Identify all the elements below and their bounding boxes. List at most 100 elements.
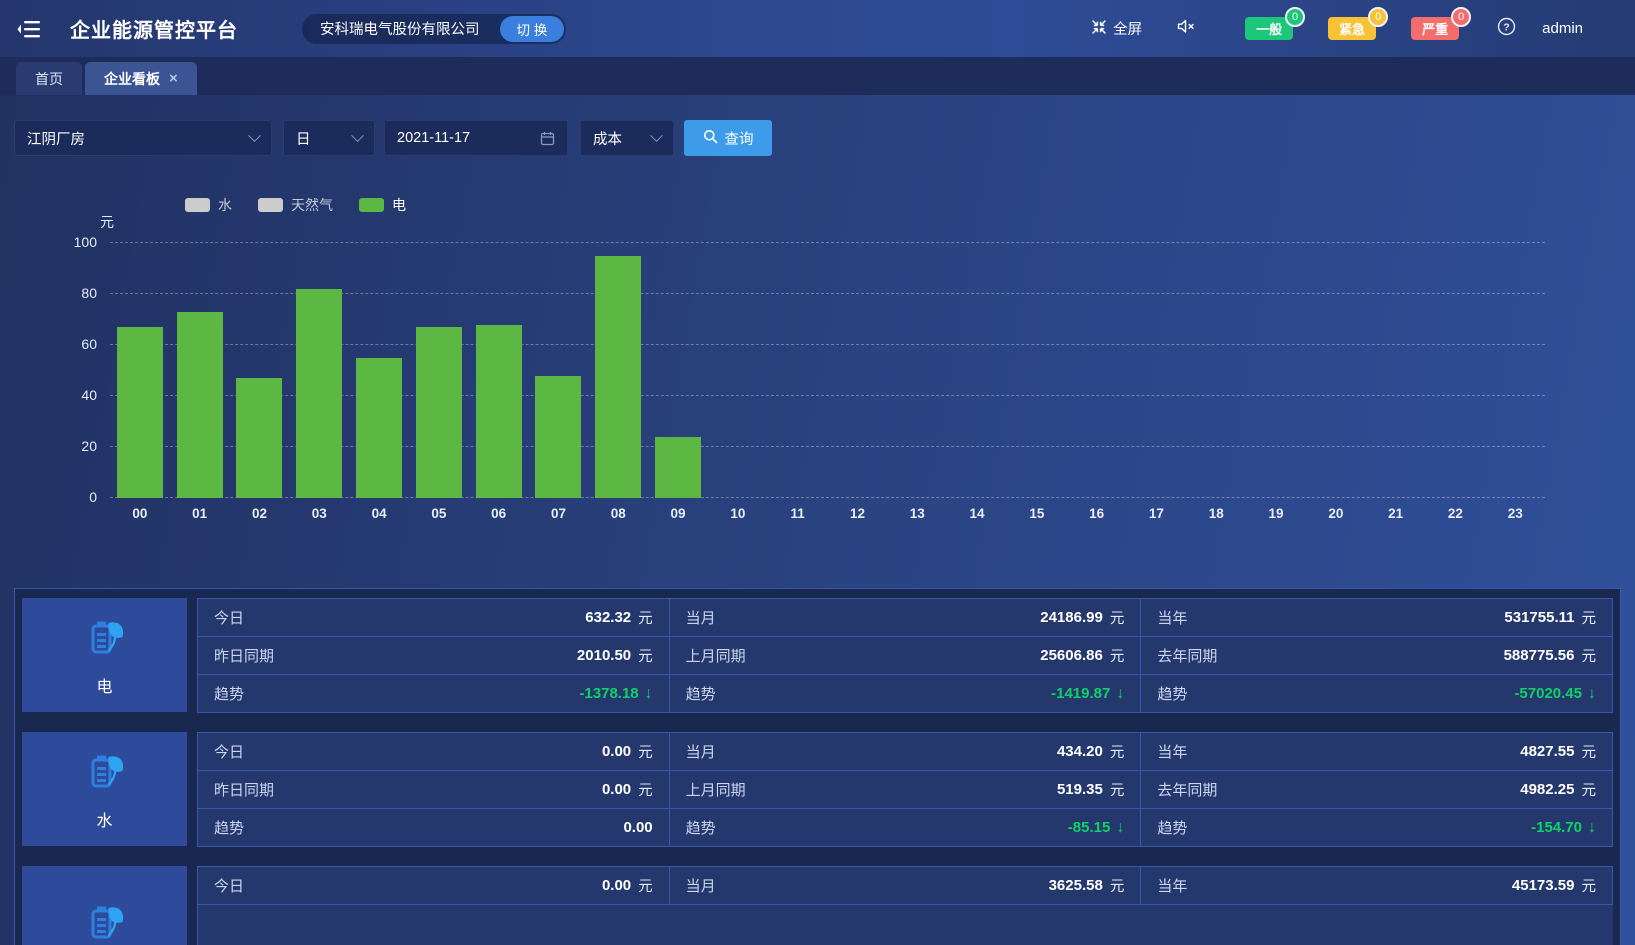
stat-label: 当年 (1157, 607, 1187, 628)
x-tick-03: 03 (289, 506, 349, 521)
alarm-badge-紧急[interactable]: 紧急0 (1328, 17, 1376, 40)
bar-hour-08[interactable] (595, 256, 641, 498)
date-picker[interactable]: 2021-11-17 (384, 120, 568, 156)
legend-item-电[interactable]: 电 (359, 195, 406, 215)
close-icon[interactable]: × (169, 71, 178, 86)
legend-label: 电 (392, 195, 406, 215)
chevron-down-icon (650, 129, 663, 142)
site-select[interactable]: 江阴厂房 (14, 120, 272, 156)
bar-hour-03[interactable] (296, 289, 342, 498)
x-tick-15: 15 (1007, 506, 1067, 521)
x-tick-11: 11 (768, 506, 828, 521)
stat-unit: 元 (638, 779, 653, 800)
menu-fold-icon[interactable] (16, 18, 42, 40)
stat-cell-当月: 当月3625.58元 (670, 867, 1142, 905)
stat-label: 昨日同期 (214, 645, 274, 666)
legend-label: 水 (218, 195, 232, 215)
x-tick-05: 05 (409, 506, 469, 521)
stat-value: 2010.50 (577, 647, 631, 664)
bar-hour-00[interactable] (117, 327, 163, 498)
stat-label: 趋势 (214, 817, 244, 838)
stat-value: 632.32 (585, 609, 631, 626)
x-tick-04: 04 (349, 506, 409, 521)
fullscreen-button[interactable]: 全屏 (1091, 18, 1142, 39)
stat-label: 趋势 (1157, 683, 1187, 704)
date-picker-value: 2021-11-17 (397, 130, 470, 146)
bar-slot-15 (1007, 243, 1067, 498)
metric-select-value: 成本 (593, 128, 622, 149)
tab-企业看板[interactable]: 企业看板× (85, 62, 197, 95)
period-select[interactable]: 日 (283, 120, 375, 156)
stat-cell-当月: 当月 24186.99 元 (670, 599, 1142, 637)
stat-unit: 元 (1581, 779, 1596, 800)
legend-item-天然气[interactable]: 天然气 (258, 195, 333, 215)
bar-hour-04[interactable] (356, 358, 402, 498)
alarm-badge-严重[interactable]: 严重0 (1411, 17, 1459, 40)
bar-hour-07[interactable] (535, 376, 581, 498)
bar-hour-05[interactable] (416, 327, 462, 498)
stat-label: 当月 (686, 607, 716, 628)
energy-type-label: 水 (96, 807, 112, 831)
help-button[interactable]: ? (1497, 17, 1516, 41)
bar-slot-09 (648, 243, 708, 498)
y-tick-label: 0 (89, 489, 97, 505)
bar-hour-06[interactable] (476, 325, 522, 498)
bar-slot-22 (1426, 243, 1486, 498)
stat-value: -85.15 (1068, 819, 1111, 836)
alarm-badge-group: 一般0 紧急0 严重0 (1245, 17, 1459, 40)
y-tick-label: 40 (81, 387, 97, 403)
y-axis-unit-label: 元 (100, 212, 114, 232)
stat-unit: 元 (1110, 607, 1125, 628)
site-select-value: 江阴厂房 (27, 128, 85, 149)
calendar-icon (540, 131, 555, 146)
query-button[interactable]: 查询 (684, 120, 772, 156)
x-tick-22: 22 (1426, 506, 1486, 521)
energy-card-电: 电今日632.32元当月24186.99元当年531755.11元昨日同期201… (22, 598, 1613, 713)
stat-unit: 元 (1110, 875, 1125, 896)
mute-button[interactable] (1176, 18, 1197, 40)
stat-value: 4982.25 (1520, 781, 1574, 798)
metric-select[interactable]: 成本 (580, 120, 674, 156)
bar-slot-23 (1485, 243, 1545, 498)
bar-hour-01[interactable] (177, 312, 223, 498)
x-tick-09: 09 (648, 506, 708, 521)
alarm-badge-一般[interactable]: 一般0 (1245, 17, 1293, 40)
x-tick-20: 20 (1306, 506, 1366, 521)
bar-hour-09[interactable] (655, 437, 701, 498)
x-tick-02: 02 (230, 506, 290, 521)
switch-company-button[interactable]: 切 换 (500, 16, 565, 42)
x-tick-13: 13 (887, 506, 947, 521)
stat-cell-去年同期: 去年同期 4982.25 元 (1141, 771, 1613, 809)
legend-swatch (185, 198, 210, 212)
x-tick-10: 10 (708, 506, 768, 521)
y-tick-label: 100 (74, 234, 97, 250)
tab-首页[interactable]: 首页 (16, 62, 82, 95)
x-tick-23: 23 (1485, 506, 1545, 521)
username[interactable]: admin (1542, 20, 1583, 37)
trend-down-icon: ↓ (1116, 685, 1124, 703)
energy-stats-table: 今日632.32元当月24186.99元当年531755.11元昨日同期2010… (197, 598, 1613, 713)
tab-label: 首页 (35, 69, 63, 89)
bar-slot-08 (588, 243, 648, 498)
x-tick-06: 06 (469, 506, 529, 521)
stat-value: 0.00 (602, 781, 631, 798)
tab-bar: 首页 企业看板× (0, 57, 1635, 95)
bar-slot-20 (1306, 243, 1366, 498)
stat-unit: 元 (1581, 875, 1596, 896)
bar-hour-02[interactable] (236, 378, 282, 498)
stat-unit: 元 (638, 875, 653, 896)
stat-cell-趋势: 趋势0.00 (198, 809, 670, 847)
stat-value: 0.00 (602, 877, 631, 894)
energy-card-水: 水今日0.00元当月434.20元当年4827.55元昨日同期0.00元上月同期… (22, 732, 1613, 847)
stat-label: 去年同期 (1157, 779, 1217, 800)
chevron-down-icon (248, 129, 261, 142)
bar-slot-01 (170, 243, 230, 498)
energy-stats-table: 今日0.00元当月3625.58元当年45173.59元 (197, 866, 1613, 945)
legend-item-水[interactable]: 水 (185, 195, 232, 215)
stat-value: 24186.99 (1040, 609, 1103, 626)
stat-label: 趋势 (1157, 817, 1187, 838)
bar-slot-07 (529, 243, 589, 498)
bar-slot-02 (230, 243, 290, 498)
x-tick-08: 08 (588, 506, 648, 521)
stat-value: -1419.87 (1051, 685, 1110, 702)
